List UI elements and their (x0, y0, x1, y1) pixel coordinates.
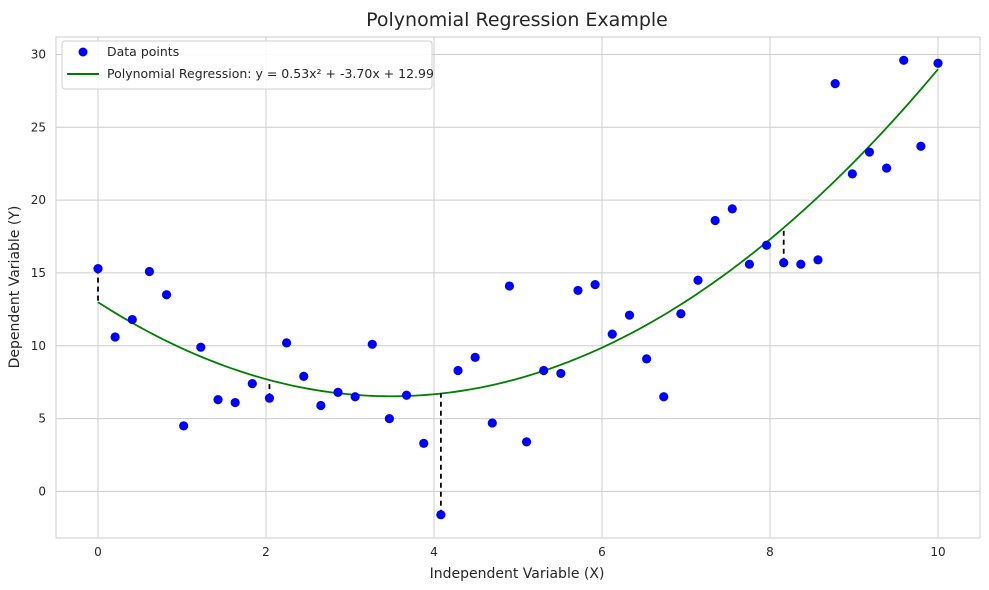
data-point (316, 400, 326, 411)
y-tick-label: 0 (38, 484, 46, 498)
x-axis-label: Independent Variable (X) (430, 566, 605, 582)
data-point (761, 240, 772, 250)
plot-area (55, 36, 981, 539)
data-point (350, 392, 360, 402)
data-point (213, 395, 223, 405)
data-point (539, 365, 549, 376)
data-point (727, 204, 737, 214)
data-point (230, 397, 240, 408)
data-point (693, 275, 703, 285)
legend-label-regression: Polynomial Regression: y = 0.53x² + -3.7… (107, 66, 434, 81)
data-point (93, 263, 103, 274)
data-point (264, 393, 275, 403)
data-point (196, 342, 206, 352)
data-point (144, 266, 155, 277)
y-tick-label: 5 (38, 412, 46, 426)
data-point (744, 259, 755, 269)
data-point (659, 392, 669, 402)
y-tick-label: 20 (31, 193, 46, 207)
regression-curve (97, 68, 939, 398)
data-point (127, 314, 137, 325)
data-point (796, 259, 806, 269)
y-tick-label: 30 (31, 47, 46, 61)
data-point (161, 290, 172, 300)
gridlines (56, 37, 980, 538)
x-tick-label: 4 (430, 545, 438, 559)
legend-marker-data-points (78, 47, 88, 57)
data-point (779, 258, 789, 268)
data-point (813, 255, 823, 265)
x-tick-labels: 0 2 4 6 8 10 (94, 545, 945, 559)
data-point (470, 352, 480, 363)
data-point (916, 141, 926, 151)
x-tick-label: 0 (94, 545, 102, 559)
x-tick-label: 8 (766, 545, 774, 559)
y-tick-label: 25 (31, 120, 46, 134)
y-tick-label: 15 (31, 266, 46, 280)
y-tick-labels: 0 5 10 15 20 25 30 (31, 47, 46, 498)
data-point (367, 339, 377, 349)
data-point (899, 55, 909, 65)
chart-title: Polynomial Regression Example (366, 9, 668, 31)
data-point (864, 147, 875, 157)
x-tick-label: 6 (598, 545, 606, 559)
data-point (179, 421, 189, 431)
data-point (573, 285, 583, 296)
legend: Data points Polynomial Regression: y = 0… (61, 40, 434, 90)
data-point (487, 418, 497, 428)
data-point (607, 329, 617, 339)
data-point (401, 390, 412, 400)
data-point (710, 215, 720, 226)
data-point (281, 338, 292, 348)
regression-layer (97, 68, 939, 398)
data-point (419, 438, 429, 448)
data-point (110, 332, 120, 342)
data-point (847, 169, 857, 179)
data-points (93, 55, 943, 520)
data-point (642, 354, 652, 364)
data-point (453, 365, 463, 376)
data-point (504, 281, 515, 291)
y-tick-label: 10 (31, 339, 46, 353)
data-point (556, 368, 566, 379)
legend-label-data-points: Data points (107, 44, 179, 59)
data-point (436, 510, 446, 520)
data-point (247, 379, 257, 389)
data-point (881, 163, 892, 173)
data-point (299, 371, 309, 381)
x-tick-label: 10 (930, 545, 945, 559)
y-axis-label: Dependent Variable (Y) (7, 206, 23, 369)
x-tick-label: 2 (262, 545, 270, 559)
data-point (333, 387, 343, 397)
data-point (830, 79, 840, 89)
legend-box (61, 40, 433, 90)
data-point (521, 437, 532, 447)
data-point (933, 58, 943, 68)
data-point (624, 310, 635, 320)
data-point (590, 279, 600, 290)
data-point (384, 413, 394, 424)
data-point (676, 309, 686, 319)
